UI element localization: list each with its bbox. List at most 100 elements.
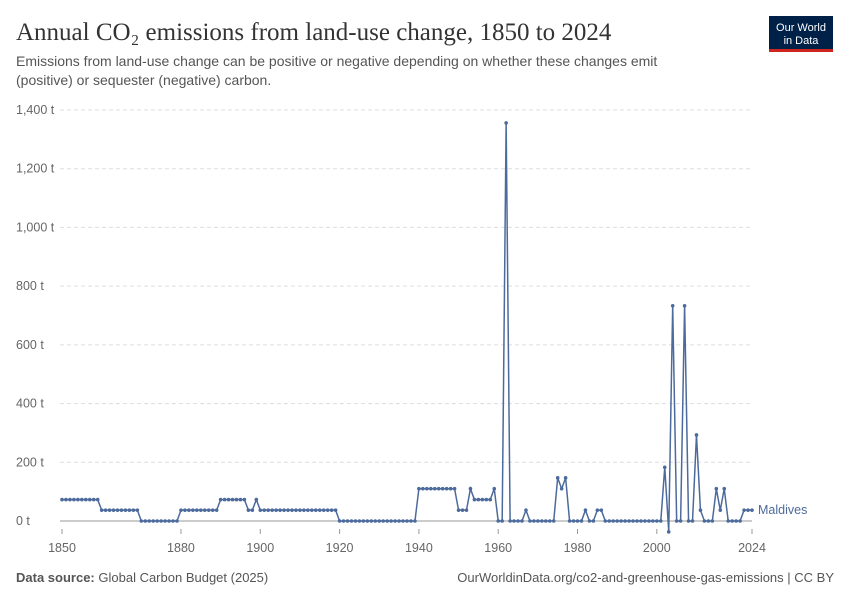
point [528, 519, 532, 523]
point [381, 519, 386, 523]
source-label: Data source: [16, 570, 95, 585]
point [385, 519, 389, 523]
point [428, 486, 433, 491]
point [290, 508, 294, 512]
point [750, 508, 754, 512]
point [488, 497, 493, 502]
point [421, 486, 425, 491]
logo-text: Our World [776, 22, 826, 34]
point [143, 519, 148, 523]
point [278, 508, 282, 512]
point [643, 519, 647, 523]
point [99, 508, 104, 512]
point [226, 497, 231, 502]
point [595, 508, 600, 512]
point [536, 519, 540, 523]
point [492, 486, 497, 491]
point [373, 519, 378, 523]
point [405, 519, 409, 523]
x-tick-label: 2000 [643, 541, 671, 555]
point [246, 508, 251, 512]
point [329, 508, 334, 512]
point [611, 519, 616, 523]
point [456, 508, 461, 512]
legend-label: Maldives [758, 503, 807, 517]
point [738, 519, 742, 523]
point [80, 497, 84, 502]
point [95, 497, 100, 502]
point [678, 519, 683, 523]
point [321, 508, 326, 512]
point [417, 486, 421, 491]
point [726, 519, 731, 523]
point [198, 508, 203, 512]
point [151, 519, 156, 523]
point [179, 508, 183, 512]
point [294, 508, 298, 512]
point [698, 508, 703, 512]
point [310, 508, 314, 512]
point [607, 519, 612, 523]
point [393, 519, 397, 523]
y-tick-label: 400 t [16, 397, 44, 411]
point [163, 519, 167, 523]
point [734, 519, 738, 523]
point [401, 519, 405, 523]
point [444, 486, 449, 491]
point [504, 121, 508, 125]
point [218, 497, 223, 502]
point [508, 519, 512, 523]
x-tick-label: 1940 [405, 541, 433, 555]
point [496, 519, 501, 523]
point [567, 519, 572, 523]
point [742, 508, 746, 512]
point [397, 519, 401, 523]
point [436, 486, 441, 491]
point [254, 497, 259, 502]
point [714, 486, 719, 491]
point [563, 476, 568, 480]
point [432, 486, 437, 491]
point [262, 508, 267, 512]
point [540, 519, 544, 523]
point [187, 508, 191, 512]
point [238, 497, 243, 502]
point [599, 508, 604, 512]
point [250, 508, 255, 512]
point [123, 508, 128, 512]
point [282, 508, 286, 512]
y-tick-label: 1,000 t [16, 220, 55, 234]
point [111, 508, 116, 512]
point [555, 476, 560, 480]
point [167, 519, 171, 523]
point [357, 519, 362, 523]
point [159, 519, 163, 523]
point [615, 519, 619, 523]
point [206, 508, 211, 512]
y-tick-label: 800 t [16, 279, 44, 293]
plot: 0 t 200 t 400 t 600 t 800 t 1,000 t 1,200 t 1,4… [16, 103, 807, 555]
point [575, 519, 580, 523]
point [270, 508, 274, 512]
point [413, 519, 417, 523]
point [591, 519, 596, 523]
point [674, 519, 679, 523]
point [647, 519, 651, 523]
point [91, 497, 96, 502]
point [524, 508, 528, 512]
logo-stripe [769, 49, 833, 52]
point [532, 519, 536, 523]
y-tick-label: 200 t [16, 455, 44, 469]
point [690, 519, 695, 523]
point [103, 508, 108, 512]
point [222, 497, 227, 502]
point [345, 519, 350, 523]
point [710, 519, 715, 523]
point [377, 519, 382, 523]
point [202, 508, 207, 512]
point [214, 508, 219, 512]
point [460, 508, 465, 512]
point [658, 519, 663, 523]
